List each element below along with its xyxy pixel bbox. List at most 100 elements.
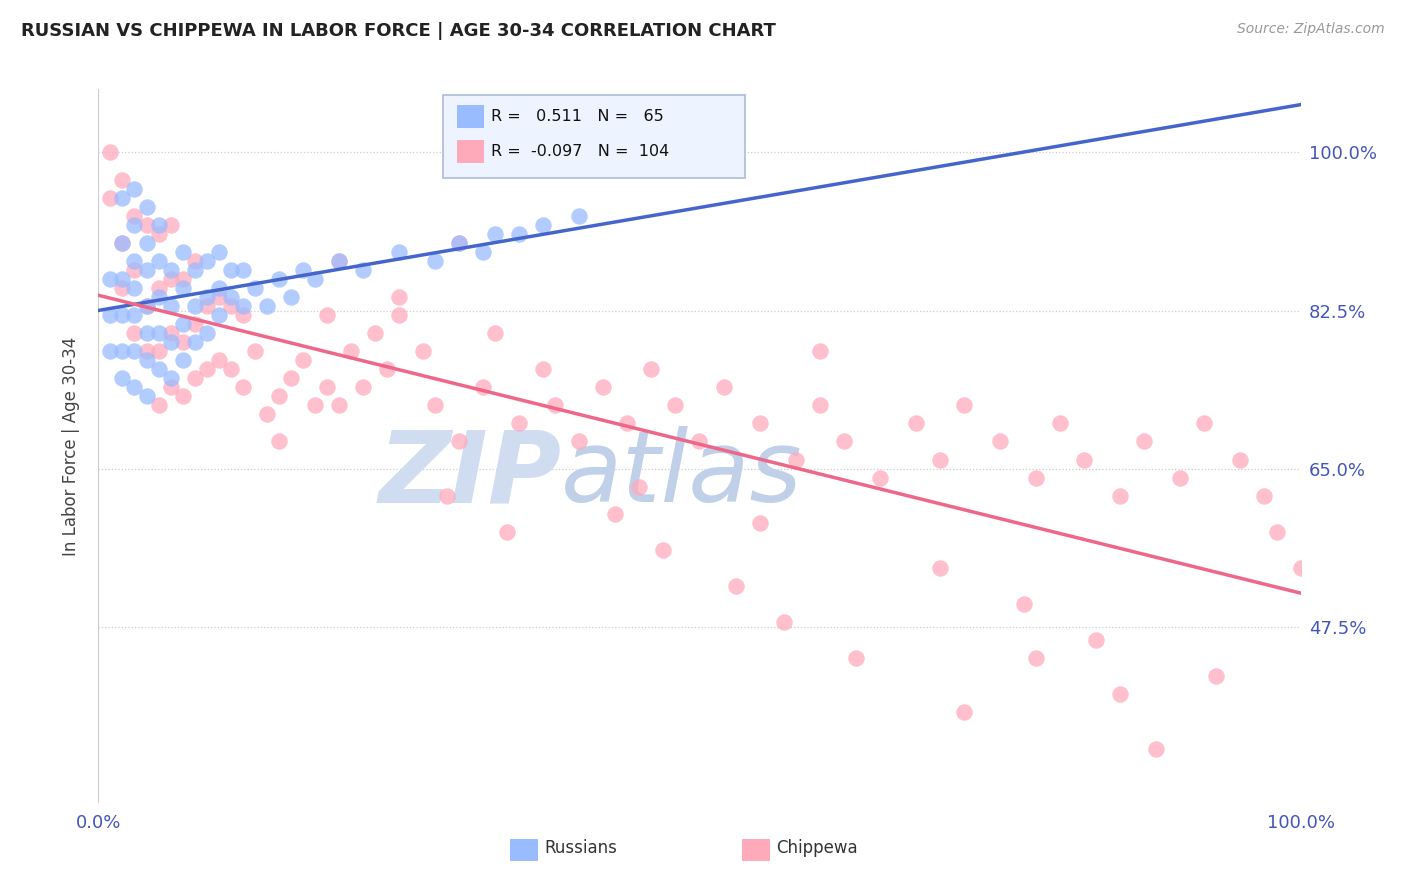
Point <box>135 299 157 313</box>
Y-axis label: In Labor Force | Age 30-34: In Labor Force | Age 30-34 <box>62 336 80 556</box>
Point <box>388 244 411 259</box>
Point <box>148 362 170 376</box>
Point <box>195 299 218 313</box>
Point <box>124 281 146 295</box>
Point <box>195 253 218 268</box>
Point <box>183 317 205 331</box>
Point <box>172 272 194 286</box>
Point <box>100 145 122 160</box>
Point <box>148 344 170 359</box>
Point <box>243 344 266 359</box>
Point <box>172 335 194 350</box>
Point <box>1085 633 1108 648</box>
Point <box>135 353 157 368</box>
Point <box>159 371 181 385</box>
Text: Russians: Russians <box>544 839 617 857</box>
Point <box>352 263 374 277</box>
Point <box>508 417 530 431</box>
Point <box>100 308 122 322</box>
Point <box>772 615 794 629</box>
Point <box>1205 669 1227 683</box>
Point <box>713 380 735 394</box>
Text: R =  -0.097   N =  104: R = -0.097 N = 104 <box>491 145 669 159</box>
Point <box>100 191 122 205</box>
Point <box>124 344 146 359</box>
Point <box>208 353 231 368</box>
Point <box>183 371 205 385</box>
Point <box>148 326 170 340</box>
Point <box>423 253 446 268</box>
Point <box>111 272 134 286</box>
Text: Source: ZipAtlas.com: Source: ZipAtlas.com <box>1237 22 1385 37</box>
Point <box>195 362 218 376</box>
Point <box>183 263 205 277</box>
Point <box>436 489 458 503</box>
Point <box>447 235 470 250</box>
Point <box>748 516 770 530</box>
Point <box>664 398 686 412</box>
Point <box>124 380 146 394</box>
Point <box>111 172 134 186</box>
Point <box>135 326 157 340</box>
Point <box>412 344 434 359</box>
Point <box>159 299 181 313</box>
Point <box>135 200 157 214</box>
Point <box>219 299 242 313</box>
Point <box>172 317 194 331</box>
Point <box>159 380 181 394</box>
Point <box>845 651 868 665</box>
Point <box>953 706 976 720</box>
Point <box>328 253 350 268</box>
Point <box>364 326 387 340</box>
Point <box>111 308 134 322</box>
Point <box>953 398 976 412</box>
Point <box>531 362 554 376</box>
Point <box>256 299 278 313</box>
Point <box>616 417 638 431</box>
Point <box>148 290 170 304</box>
Point <box>267 434 290 449</box>
Point <box>111 344 134 359</box>
Point <box>172 389 194 403</box>
Point <box>1073 452 1095 467</box>
Point <box>111 281 134 295</box>
Point <box>328 253 350 268</box>
Point <box>172 244 194 259</box>
Point <box>135 235 157 250</box>
Point <box>219 263 242 277</box>
Point <box>605 507 627 521</box>
Point <box>159 218 181 232</box>
Point <box>689 434 711 449</box>
Point <box>159 335 181 350</box>
Point <box>785 452 807 467</box>
Point <box>159 263 181 277</box>
Point <box>124 218 146 232</box>
Point <box>291 353 314 368</box>
Point <box>135 218 157 232</box>
Point <box>124 253 146 268</box>
Point <box>135 344 157 359</box>
Point <box>243 281 266 295</box>
Point <box>375 362 398 376</box>
Point <box>148 227 170 241</box>
Point <box>328 398 350 412</box>
Text: Chippewa: Chippewa <box>776 839 858 857</box>
Point <box>148 398 170 412</box>
Point <box>568 209 591 223</box>
Point <box>748 417 770 431</box>
Point <box>447 434 470 449</box>
Point <box>1109 489 1132 503</box>
Point <box>111 191 134 205</box>
Point <box>388 290 411 304</box>
Point <box>208 244 231 259</box>
Point <box>135 299 157 313</box>
Point <box>183 299 205 313</box>
Point <box>315 308 337 322</box>
Point <box>195 326 218 340</box>
Point <box>472 380 495 394</box>
Point <box>592 380 614 394</box>
Point <box>388 308 411 322</box>
Text: atlas: atlas <box>561 426 803 523</box>
Point <box>280 371 302 385</box>
Point <box>159 272 181 286</box>
